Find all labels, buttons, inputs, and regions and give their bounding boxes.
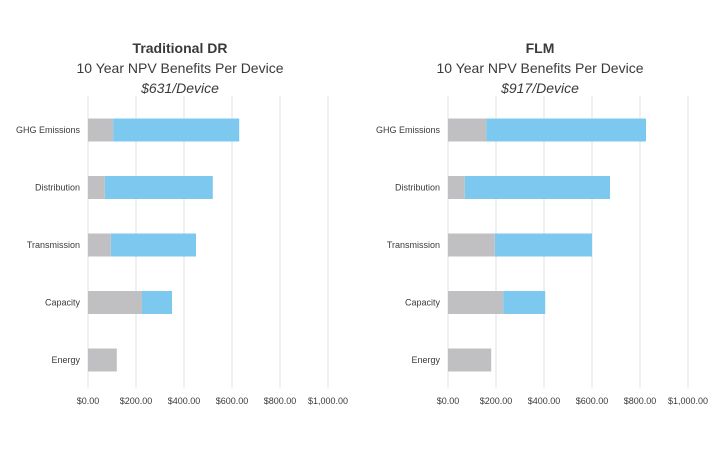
- flm-title-block: FLM 10 Year NPV Benefits Per Device $917…: [360, 38, 720, 98]
- category-label: Energy: [411, 355, 440, 365]
- bar-segment: [494, 233, 592, 257]
- traditional-dr-panel: Traditional DR 10 Year NPV Benefits Per …: [0, 38, 360, 406]
- chart-total-label: $917/Device: [501, 80, 579, 96]
- category-label: Transmission: [27, 240, 80, 250]
- chart-subtitle: 10 Year NPV Benefits Per Device: [76, 60, 284, 76]
- category-label: Transmission: [387, 240, 440, 250]
- x-tick-label: $1,000.00: [308, 396, 348, 406]
- bar-segment: [88, 176, 105, 199]
- x-tick-label: $200.00: [480, 396, 513, 406]
- x-tick-label: $800.00: [624, 396, 657, 406]
- category-label: Energy: [51, 355, 80, 365]
- bar-segment: [88, 118, 114, 142]
- x-tick-label: $400.00: [528, 396, 561, 406]
- chart-total-label: $631/Device: [141, 80, 219, 96]
- bar-segment: [110, 233, 196, 257]
- flm-chart: $0.00 $200.00 $400.00 $600.00 $800.00 $1,000.…: [376, 96, 708, 406]
- x-tick-label: $400.00: [168, 396, 201, 406]
- category-label: Distribution: [35, 183, 80, 193]
- category-label: Capacity: [45, 298, 81, 308]
- bar-segment: [448, 291, 504, 314]
- bar-segment: [88, 348, 117, 372]
- category-label: Capacity: [405, 298, 441, 308]
- x-tick-label: $600.00: [576, 396, 609, 406]
- bar-segment: [486, 118, 646, 142]
- chart-title: Traditional DR: [132, 40, 228, 56]
- bar-segment: [448, 118, 487, 142]
- x-tick-label: $0.00: [437, 396, 460, 406]
- x-tick-label: $600.00: [216, 396, 249, 406]
- bar-segment: [464, 176, 610, 199]
- bar-segment: [88, 291, 142, 314]
- x-tick-label: $200.00: [120, 396, 153, 406]
- chart-subtitle: 10 Year NPV Benefits Per Device: [436, 60, 644, 76]
- chart-title: FLM: [525, 40, 555, 56]
- traditional-dr-chart: $0.00 $200.00 $400.00 $600.00 $800.00 $1,000.…: [16, 96, 348, 406]
- x-tick-label: $800.00: [264, 396, 297, 406]
- flm-panel: FLM 10 Year NPV Benefits Per Device $917…: [360, 0, 720, 450]
- bar-segment: [448, 233, 495, 257]
- category-label: GHG Emissions: [16, 125, 81, 135]
- x-tick-label: $1,000.00: [668, 396, 708, 406]
- bar-segment: [142, 291, 172, 314]
- traditional-dr-title-block: Traditional DR 10 Year NPV Benefits Per …: [0, 38, 360, 98]
- bar-segment: [104, 176, 213, 199]
- bar-segment: [503, 291, 546, 314]
- category-label: GHG Emissions: [376, 125, 441, 135]
- category-label: Distribution: [395, 183, 440, 193]
- x-tick-label: $0.00: [77, 396, 100, 406]
- bar-segment: [448, 348, 492, 372]
- bar-segment: [113, 118, 240, 142]
- bar-segment: [88, 233, 111, 257]
- bar-segment: [448, 176, 465, 199]
